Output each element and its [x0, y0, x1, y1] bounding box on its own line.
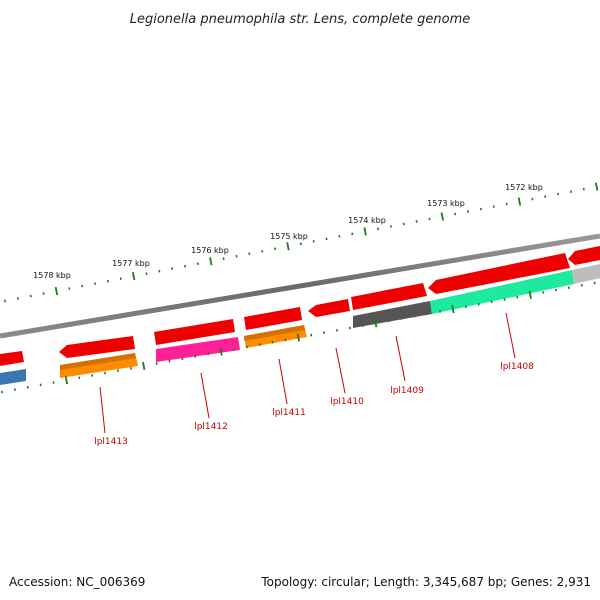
- genome-backbone: [0, 233, 600, 339]
- leader-line: [200, 372, 210, 419]
- map-title: Legionella pneumophila str. Lens, comple…: [130, 12, 471, 27]
- major-tick: [142, 361, 146, 371]
- major-tick: [440, 212, 444, 221]
- kbp-label: 1576 kbp: [191, 246, 229, 255]
- gene-arrow-shade: [60, 353, 136, 370]
- gene-arrow: [430, 270, 574, 314]
- kbp-label: 1573 kbp: [427, 199, 465, 208]
- major-tick: [595, 182, 599, 191]
- leader-line: [99, 386, 106, 434]
- forward-strand-genes: [0, 246, 600, 366]
- gene-label: lpl1409: [390, 386, 424, 396]
- inner-tick-ring: [0, 281, 596, 394]
- gene-label: lpl1410: [330, 397, 364, 407]
- gene-label: lpl1408: [500, 362, 534, 372]
- kbp-label: 1572 kbp: [505, 183, 543, 192]
- gene-arrow: [353, 301, 432, 328]
- gene-arrow: [244, 307, 302, 330]
- gene-arrow: [0, 369, 26, 385]
- major-tick: [64, 376, 69, 385]
- summary-text: Topology: circular; Length: 3,345,687 bp…: [260, 575, 591, 589]
- kbp-label: 1574 kbp: [348, 216, 386, 225]
- outer-tick-ring: [3, 182, 599, 303]
- major-tick: [374, 319, 378, 328]
- major-tick: [363, 227, 367, 236]
- gene-label: lpl1412: [194, 422, 228, 432]
- leader-line: [335, 347, 346, 394]
- gene-labels: lpl1413 lpl1412 lpl1411 lpl1410 lpl1409 …: [94, 312, 534, 447]
- gene-arrow: [156, 337, 240, 362]
- gene-arrow: [568, 246, 600, 265]
- reverse-strand-genes: [0, 264, 600, 385]
- gene-arrow: [428, 253, 570, 294]
- major-tick: [517, 197, 522, 206]
- major-tick: [296, 333, 300, 342]
- major-tick: [451, 304, 455, 314]
- gene-arrow-shade: [244, 325, 305, 341]
- gene-arrow: [59, 336, 135, 358]
- accession-text: Accession: NC_006369: [9, 575, 145, 589]
- kbp-label: 1577 kbp: [112, 259, 150, 268]
- major-tick: [54, 286, 59, 296]
- major-tick: [131, 272, 136, 281]
- major-tick: [219, 347, 223, 356]
- gene-arrow: [351, 283, 427, 310]
- leader-line: [278, 358, 288, 405]
- major-tick: [286, 242, 290, 251]
- kbp-label: 1575 kbp: [270, 232, 308, 241]
- gene-arrow: [0, 351, 24, 366]
- gene-arrow: [154, 319, 235, 345]
- major-tick: [528, 290, 532, 299]
- leader-line: [505, 312, 516, 359]
- gene-arrow: [308, 299, 350, 317]
- gene-label: lpl1413: [94, 437, 128, 447]
- kbp-labels: 1578 kbp 1577 kbp 1576 kbp 1575 kbp 1574…: [33, 183, 543, 280]
- major-tick: [209, 257, 213, 266]
- gene-arrow: [572, 264, 600, 284]
- gene-label: lpl1411: [272, 408, 306, 418]
- leader-line: [395, 335, 406, 382]
- kbp-label: 1578 kbp: [33, 271, 71, 280]
